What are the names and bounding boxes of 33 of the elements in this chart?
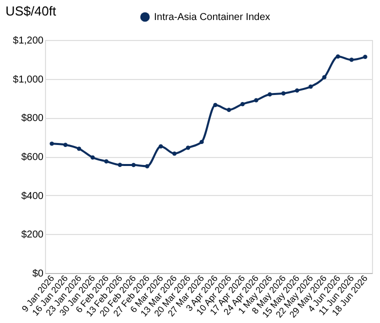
point	[254, 98, 258, 102]
y-tick-label: $0	[32, 268, 44, 280]
point	[213, 102, 218, 108]
legend-label: Intra-Asia Container Index	[154, 12, 270, 23]
point	[294, 88, 300, 93]
point	[200, 140, 204, 144]
point	[118, 162, 122, 167]
point	[145, 164, 150, 168]
y-tick-label: $200	[21, 230, 44, 241]
point	[322, 75, 326, 80]
point	[90, 155, 95, 160]
point	[268, 92, 272, 96]
y-tick-label: $1,000	[12, 74, 44, 86]
point	[104, 159, 108, 164]
point	[349, 58, 354, 62]
point	[186, 146, 190, 150]
y-tick-label: $1,200	[12, 36, 44, 46]
y-tick-label: $600	[21, 152, 44, 163]
point	[172, 151, 177, 156]
point	[226, 108, 232, 112]
y-axis-title: US$/40ft	[6, 4, 56, 18]
point	[363, 54, 368, 60]
point	[308, 84, 313, 89]
point	[336, 54, 340, 59]
y-tick-label: $400	[21, 190, 44, 202]
point	[76, 146, 82, 151]
y-tick-label: $800	[21, 113, 44, 124]
point	[131, 162, 136, 168]
point	[50, 142, 54, 146]
point	[240, 102, 245, 106]
point	[63, 142, 68, 147]
point	[158, 144, 163, 149]
point	[281, 91, 286, 96]
